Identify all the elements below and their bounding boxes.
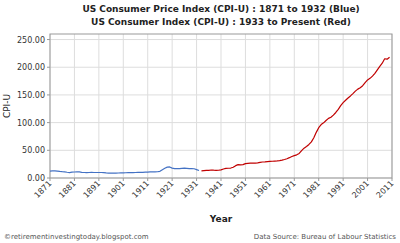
x-tick-label: 1871	[33, 179, 54, 200]
x-tick	[74, 178, 75, 181]
grid-line	[196, 34, 197, 178]
series-line	[201, 57, 389, 171]
chart: 0.00 50.00 100.00 150.00 200.00 250.00 1871188…	[0, 0, 400, 243]
x-tick-label: 1941	[204, 179, 225, 200]
grid-line	[74, 34, 75, 178]
y-tick-label: 200.00	[17, 63, 45, 72]
x-tick	[50, 178, 51, 181]
x-tick-label: 1891	[82, 179, 103, 200]
grid-line	[269, 34, 270, 178]
x-tick	[294, 178, 295, 181]
footnote: Data Source: Bureau of Labour Statistics	[254, 233, 397, 241]
plot-area	[50, 57, 390, 173]
x-tick	[343, 178, 344, 181]
series-line	[50, 167, 199, 173]
grid-line	[245, 34, 246, 178]
x-tick-label: 1901	[106, 179, 127, 200]
y-tick-label: 50.00	[22, 146, 45, 155]
y-tick	[47, 122, 50, 123]
x-tick-label: 1961	[253, 179, 274, 200]
grid-line	[172, 34, 173, 178]
x-tick	[269, 178, 270, 181]
subtitle: US Consumer Index (CPI-U) : 1933 to Pres…	[91, 17, 351, 27]
x-tick	[392, 178, 393, 181]
y-tick-label: 100.00	[17, 119, 45, 128]
x-tick-label: 1951	[228, 179, 249, 200]
x-tick-label: 1991	[326, 179, 347, 200]
x-tick	[123, 178, 124, 181]
title: US Consumer Price Index (CPI-U) : 1871 t…	[82, 4, 359, 14]
x-tick-label: 1921	[155, 179, 176, 200]
x-tick-label: 1931	[179, 179, 200, 200]
y-tick-label: 250.00	[17, 36, 45, 45]
x-tick	[221, 178, 222, 181]
x-tick	[196, 178, 197, 181]
plot-frame	[50, 34, 392, 178]
y-tick	[47, 150, 50, 151]
grid-line	[98, 34, 99, 178]
y-tick	[47, 94, 50, 95]
x-tick-label: 1981	[301, 179, 322, 200]
grid-line	[367, 34, 368, 178]
x-tick-label: 2001	[350, 179, 371, 200]
y-tick-label: 0.00	[27, 174, 45, 183]
x-tick-label: 1911	[130, 179, 151, 200]
x-tick	[172, 178, 173, 181]
grid-line	[123, 34, 124, 178]
grid-line	[318, 34, 319, 178]
y-tick-label: 150.00	[17, 91, 45, 100]
grid-line	[294, 34, 295, 178]
x-tick	[147, 178, 148, 181]
grid-line	[221, 34, 222, 178]
y-axis-label: CPI-U	[2, 94, 12, 118]
x-axis-label: Year	[209, 214, 233, 224]
x-tick	[367, 178, 368, 181]
y-tick	[47, 39, 50, 40]
x-tick	[98, 178, 99, 181]
x-tick-label: 1971	[277, 179, 298, 200]
x-tick	[318, 178, 319, 181]
footnote: ©retirementinvestingtoday.blogspot.com	[4, 233, 149, 241]
x-tick-label: 2011	[375, 179, 396, 200]
x-tick-label: 1881	[57, 179, 78, 200]
y-tick	[47, 67, 50, 68]
x-tick	[245, 178, 246, 181]
grid-line	[343, 34, 344, 178]
grid-line	[147, 34, 148, 178]
